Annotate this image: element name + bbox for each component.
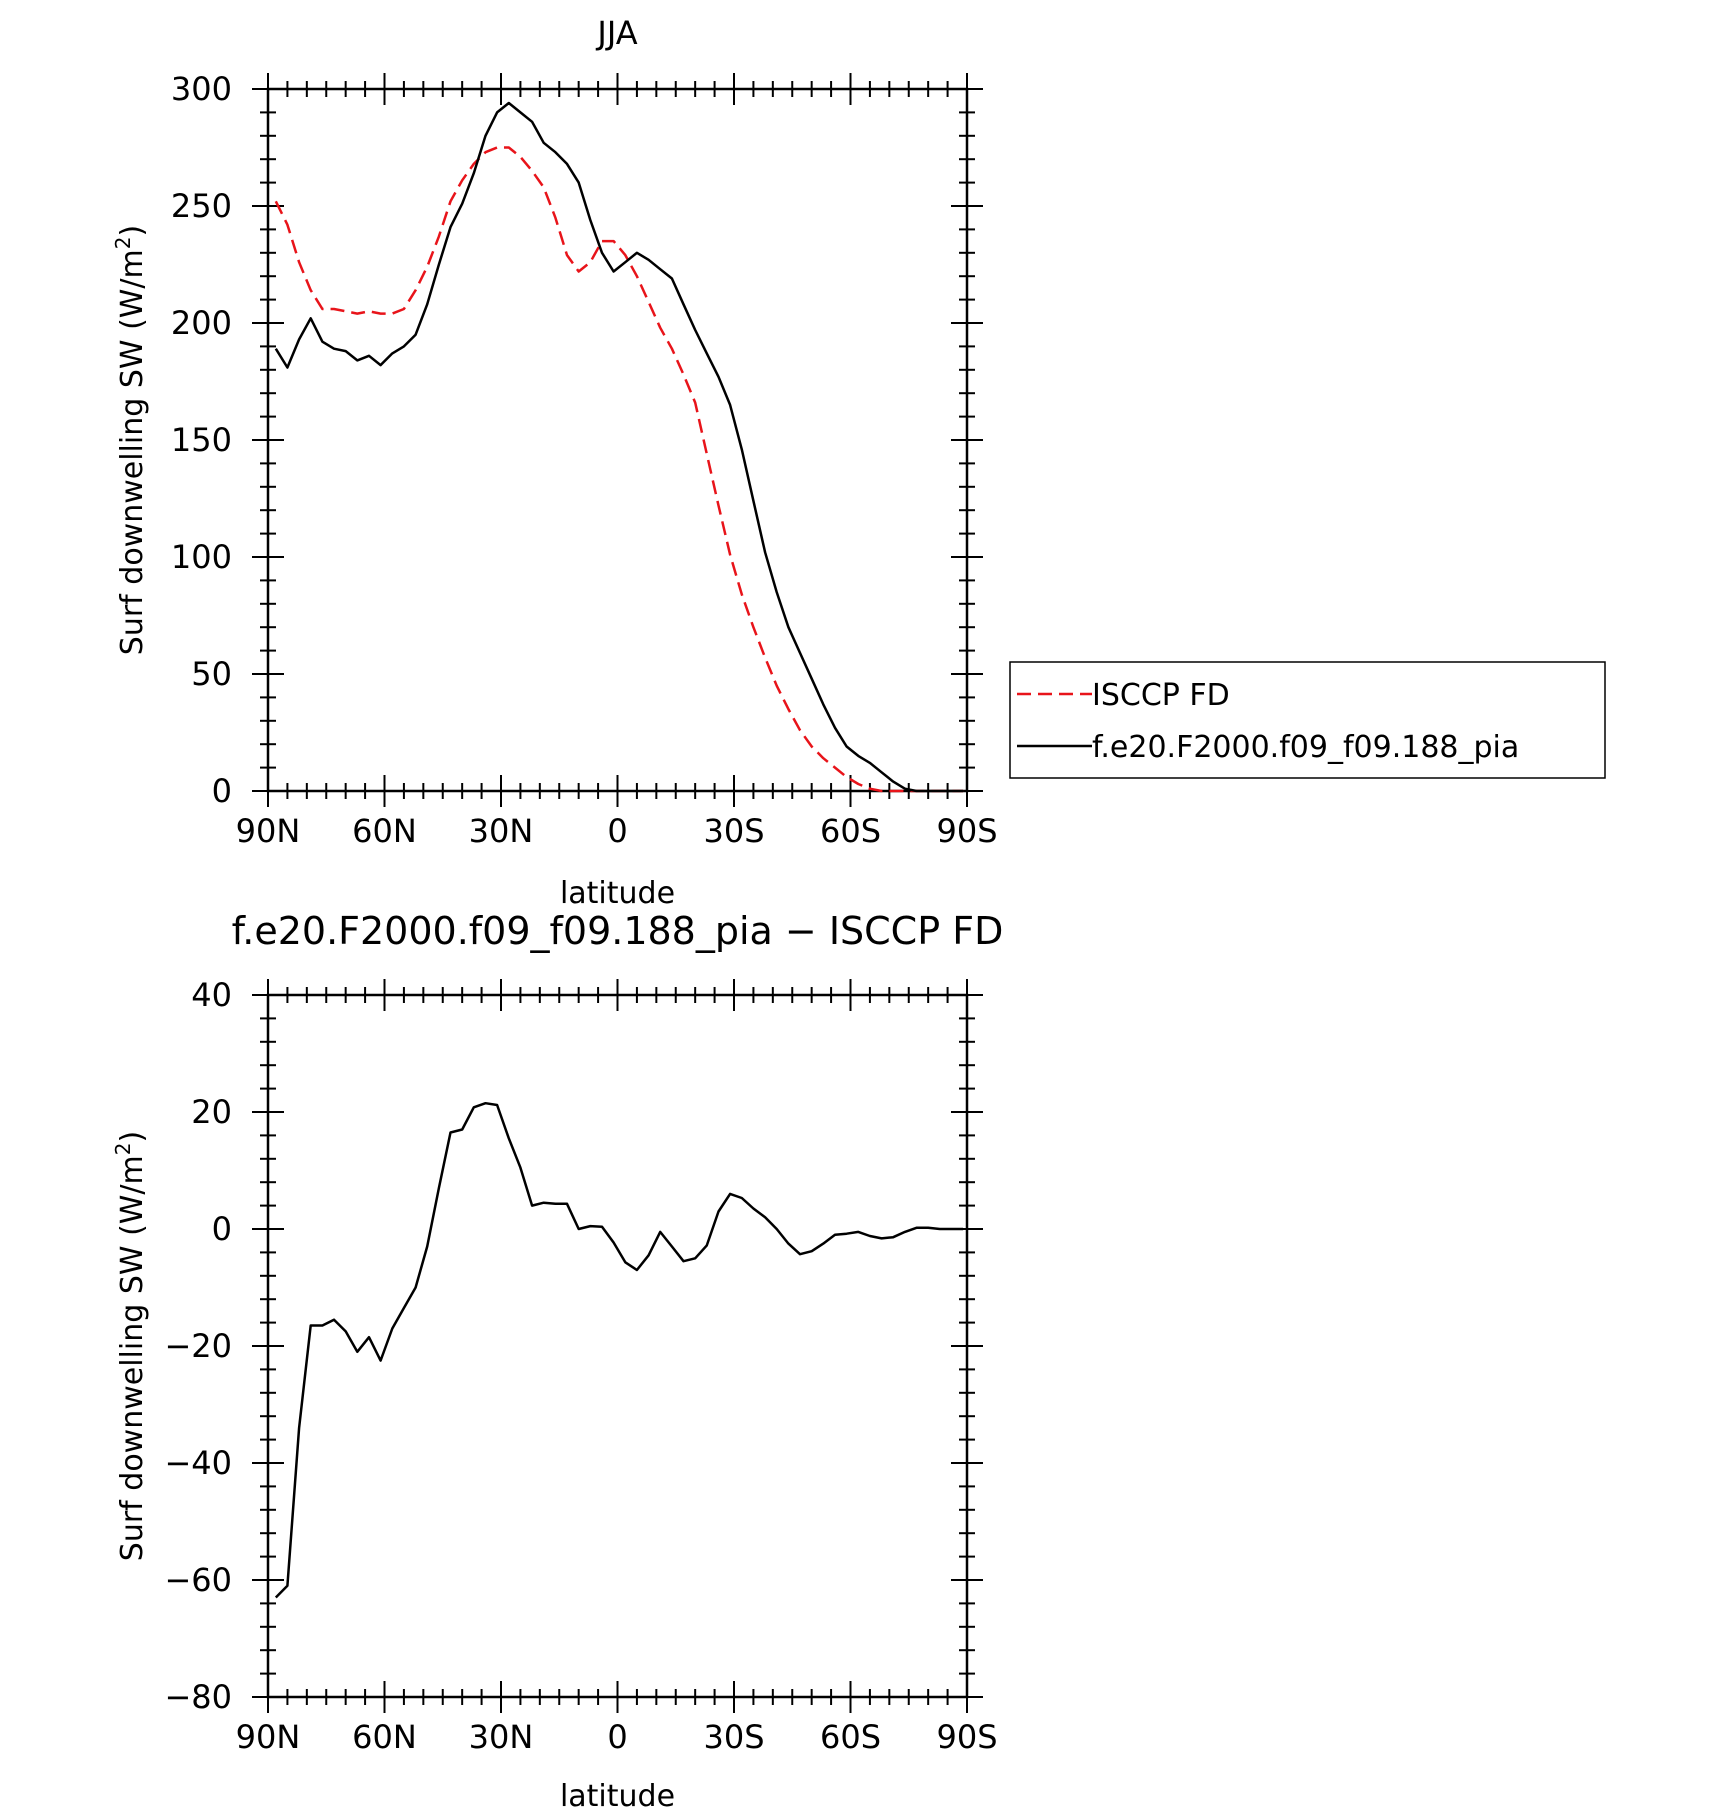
x-tick-label: 60S bbox=[820, 812, 881, 850]
y-tick-label: 150 bbox=[171, 421, 232, 459]
y-tick-label: 50 bbox=[191, 655, 232, 693]
x-tick-label: 0 bbox=[607, 1718, 627, 1756]
y-tick-label: 300 bbox=[171, 70, 232, 108]
chart-legend: ISCCP FD f.e20.F2000.f09_f09.188_pia bbox=[1009, 661, 1606, 779]
y-tick-label: −40 bbox=[164, 1444, 232, 1482]
y-tick-label: −80 bbox=[164, 1678, 232, 1716]
chart-title: f.e20.F2000.f09_f09.188_pia − ISCCP FD bbox=[232, 909, 1004, 953]
x-tick-label: 90N bbox=[236, 812, 301, 850]
difference-line-chart: f.e20.F2000.f09_f09.188_pia − ISCCP FD 90… bbox=[111, 909, 1003, 1811]
y-axis-label: Surf downwelling SW (W/m2) bbox=[111, 1131, 150, 1561]
y-tick-label: 0 bbox=[212, 772, 232, 810]
x-tick-label: 90N bbox=[236, 1718, 301, 1756]
x-axis-label: latitude bbox=[560, 876, 675, 911]
series-line-0 bbox=[274, 146, 964, 793]
y-tick-label: 20 bbox=[191, 1093, 232, 1131]
x-tick-label: 90S bbox=[936, 1718, 997, 1756]
x-tick-label: 60S bbox=[820, 1718, 881, 1756]
x-tick-label: 60N bbox=[352, 812, 417, 850]
x-tick-label: 30S bbox=[703, 1718, 764, 1756]
plot-frame bbox=[266, 87, 969, 793]
x-tick-label: 0 bbox=[607, 812, 627, 850]
y-tick-label: 200 bbox=[171, 304, 232, 342]
x-tick-label: 30S bbox=[703, 812, 764, 850]
y-tick-label: 100 bbox=[171, 538, 232, 576]
series-line-0 bbox=[274, 1101, 964, 1599]
series-line-1 bbox=[274, 101, 964, 793]
legend-box bbox=[1009, 661, 1606, 779]
x-axis-label: latitude bbox=[560, 1779, 675, 1811]
legend-label-isccp-fd: ISCCP FD bbox=[1092, 678, 1230, 713]
legend-label-model: f.e20.F2000.f09_f09.188_pia bbox=[1092, 730, 1519, 765]
y-tick-label: 40 bbox=[191, 976, 232, 1014]
x-tick-label: 30N bbox=[469, 812, 534, 850]
y-axis-label: Surf downwelling SW (W/m2) bbox=[111, 225, 150, 655]
chart-title: JJA bbox=[595, 14, 637, 52]
x-tick-label: 30N bbox=[469, 1718, 534, 1756]
y-tick-label: 0 bbox=[212, 1210, 232, 1248]
x-tick-label: 60N bbox=[352, 1718, 417, 1756]
y-tick-label: −20 bbox=[164, 1327, 232, 1365]
top-line-chart: JJA 90N 60N 30N 0 30S 60S 90S 0 50 100 150 200 250 300… bbox=[111, 14, 998, 911]
y-tick-label: 250 bbox=[171, 187, 232, 225]
y-tick-label: −60 bbox=[164, 1561, 232, 1599]
x-tick-label: 90S bbox=[936, 812, 997, 850]
